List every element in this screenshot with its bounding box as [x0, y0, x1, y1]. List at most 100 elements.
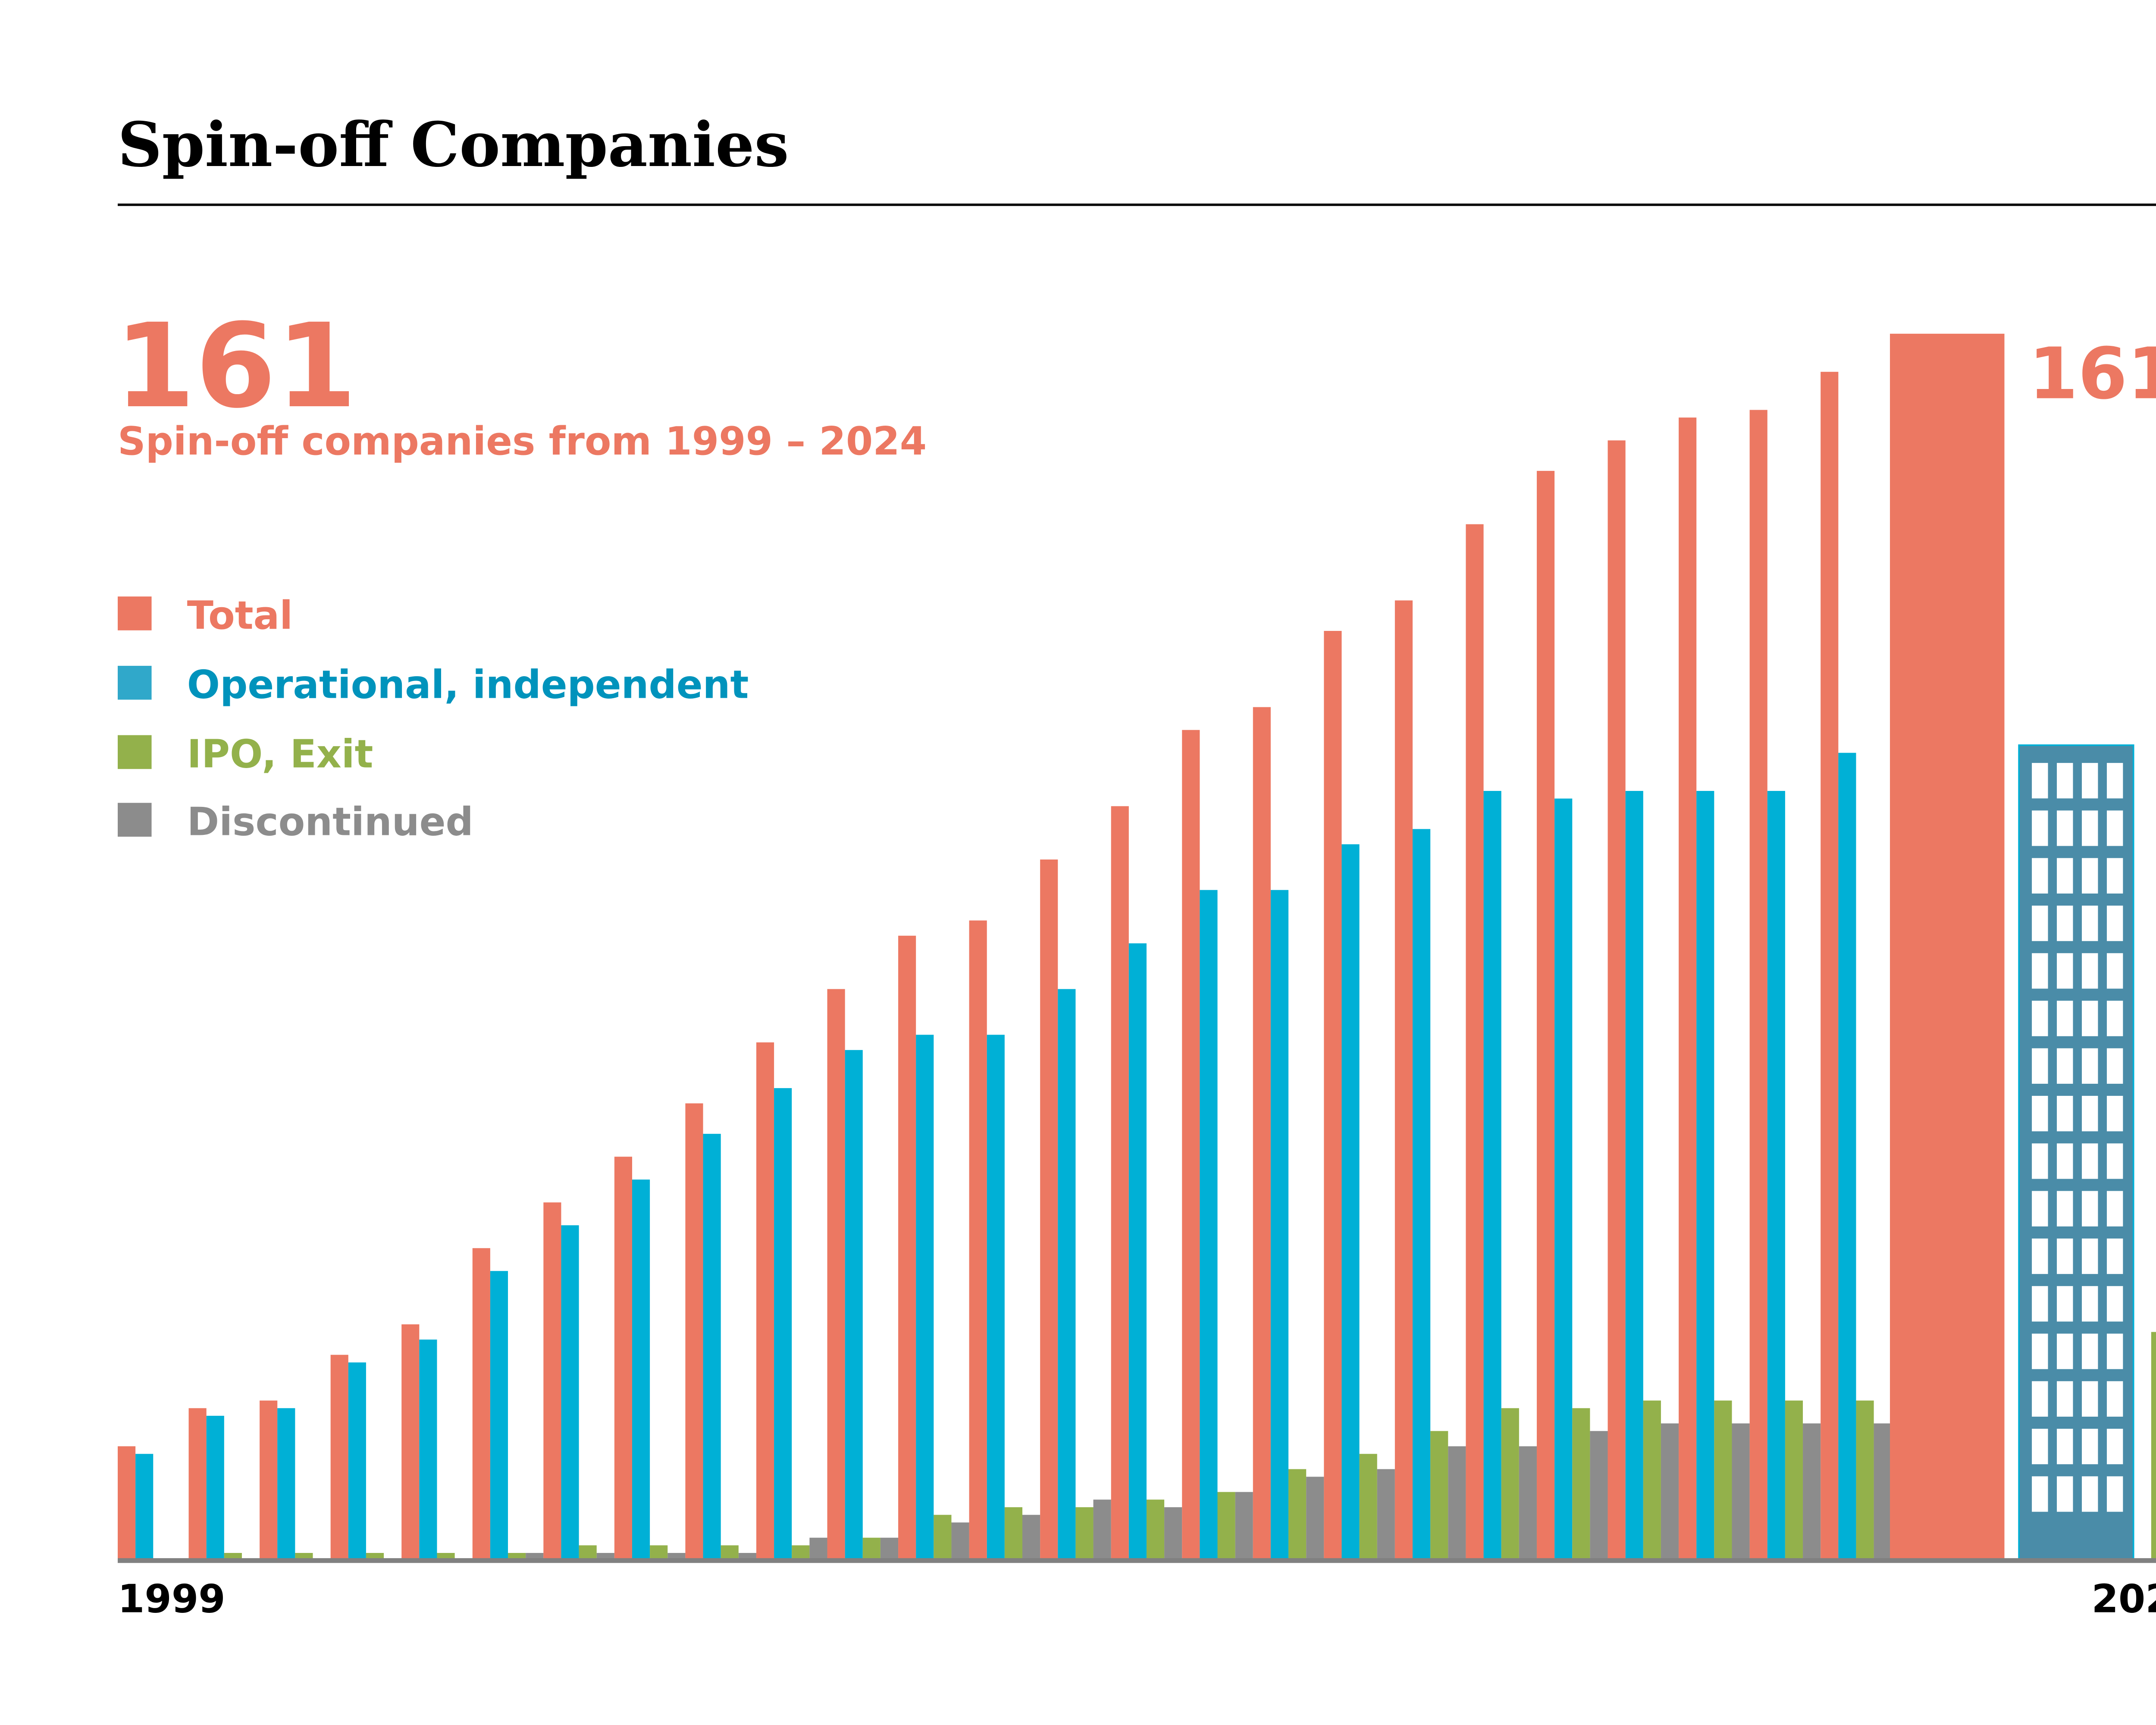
bar-total-2001	[260, 1400, 278, 1561]
building-window-icon	[2082, 810, 2098, 846]
building-window-icon	[2082, 905, 2098, 941]
legend-swatch-operational	[118, 665, 152, 700]
x-tick-label-start: 1999	[118, 1577, 226, 1622]
bar-total-2017	[1395, 600, 1413, 1561]
bar-ipo-2017	[1430, 1431, 1448, 1561]
bar-total-2016	[1324, 630, 1342, 1561]
building-window-icon	[2082, 1381, 2098, 1417]
building-window-icon	[2057, 1429, 2073, 1465]
bar-ipo-2015	[1288, 1469, 1307, 1561]
legend-swatch-ipo	[118, 735, 152, 769]
building-window-icon	[2082, 1333, 2098, 1369]
legend-swatch-discontinued	[118, 803, 152, 837]
bar-operational-2013	[1128, 943, 1147, 1561]
bar-total-2023	[1821, 372, 1839, 1561]
bar-discontinued-2009	[880, 1537, 899, 1561]
building-window-icon	[2032, 763, 2048, 799]
building-window-icon	[2057, 1333, 2073, 1369]
building-window-icon	[2106, 1286, 2123, 1322]
building-window-icon	[2082, 763, 2098, 799]
building-window-icon	[2106, 1429, 2123, 1465]
legend-swatch-total	[118, 596, 152, 630]
bar-operational-2008	[774, 1088, 792, 1561]
building-window-icon	[2032, 1191, 2048, 1226]
bar-total-2002	[330, 1355, 348, 1561]
bar-operational-2014	[1200, 890, 1218, 1561]
building-window-icon	[2106, 1096, 2123, 1132]
bar-discontinued-2021	[1732, 1423, 1750, 1561]
legend-label-operational: Operational, independent	[187, 663, 749, 708]
bar-operational-2016	[1341, 844, 1360, 1561]
bar-ipo-2010	[934, 1515, 952, 1561]
yearly-bars	[118, 372, 1892, 1561]
bar-operational-2021	[1696, 791, 1714, 1561]
building-window-icon	[2032, 1333, 2048, 1369]
bar-ipo-2020	[1643, 1400, 1661, 1561]
headline-subtitle: Spin-off companies from 1999 – 2024	[118, 419, 927, 464]
bar-ipo-2013	[1146, 1499, 1165, 1561]
chart-title: Spin-off Companies	[118, 109, 789, 181]
bar-ipo-2012	[1075, 1507, 1094, 1561]
bar-discontinued-2017	[1448, 1446, 1466, 1561]
bar-discontinued-2019	[1590, 1431, 1608, 1561]
building-window-icon	[2082, 1143, 2098, 1179]
building-window-icon	[2057, 1143, 2073, 1179]
building-window-icon	[2106, 763, 2123, 799]
building-window-icon	[2032, 1048, 2048, 1084]
bar-ipo-2009	[862, 1537, 881, 1561]
bar-discontinued-2014	[1235, 1492, 1253, 1561]
bar-operational-2001	[277, 1408, 295, 1561]
x-tick-label-end: 2024	[2091, 1577, 2156, 1622]
building-window-icon	[2106, 858, 2123, 894]
legend-label-discontinued: Discontinued	[187, 800, 473, 844]
bar-discontinued-2016	[1377, 1469, 1395, 1561]
bar-total-2010	[898, 935, 916, 1561]
building-window-icon	[2032, 905, 2048, 941]
bar-total-2011	[969, 920, 987, 1561]
bar-operational-2015	[1270, 890, 1289, 1561]
building-window-icon	[2032, 1143, 2048, 1179]
building-window-icon	[2082, 1096, 2098, 1132]
bar-operational-2000	[206, 1415, 224, 1561]
bar-discontinued-2011	[1022, 1515, 1040, 1561]
bar-operational-2019	[1554, 798, 1573, 1561]
bar-discontinued-2023	[1874, 1423, 1892, 1561]
bar-discontinued-2013	[1164, 1507, 1182, 1561]
building-window-icon	[2106, 1381, 2123, 1417]
bar-operational-2022	[1767, 791, 1785, 1561]
bar-operational-2005	[561, 1225, 579, 1561]
bar-ipo-2008	[792, 1545, 810, 1561]
legend-label-ipo: IPO, Exit	[187, 732, 373, 777]
building-window-icon	[2082, 1238, 2098, 1274]
bar-total-2013	[1111, 806, 1129, 1561]
bar-ipo-2022	[1785, 1400, 1803, 1561]
building-window-icon	[2057, 1191, 2073, 1226]
bar-total-2018	[1466, 524, 1484, 1561]
bar-operational-2010	[916, 1035, 934, 1561]
bar-ipo-2018	[1501, 1408, 1519, 1561]
building-window-icon	[2106, 1333, 2123, 1369]
building-window-icon	[2106, 1191, 2123, 1226]
bar-operational-2017	[1413, 829, 1431, 1561]
bar-total-2008	[756, 1042, 774, 1561]
bar-discontinued-2020	[1661, 1423, 1679, 1561]
legend-label-total: Total	[187, 593, 293, 638]
building-window-icon	[2082, 858, 2098, 894]
bar-total-2019	[1536, 470, 1555, 1561]
building-window-icon	[2106, 1238, 2123, 1274]
bar-total-2015	[1253, 707, 1271, 1561]
headline-value: 161	[115, 299, 357, 434]
building-window-icon	[2106, 810, 2123, 846]
bar-ipo-2007	[721, 1545, 739, 1561]
bar-ipo-2023	[1856, 1400, 1874, 1561]
bar-operational-2004	[490, 1271, 508, 1561]
bar-ipo-2005	[579, 1545, 597, 1561]
bar-total-2004	[472, 1248, 490, 1561]
building-window-icon	[2106, 1000, 2123, 1036]
bar-total-2009	[827, 989, 845, 1561]
bar-total-2000	[188, 1408, 207, 1561]
building-window-icon	[2032, 1286, 2048, 1322]
building-window-icon	[2032, 1096, 2048, 1132]
bar-discontinued-2008	[809, 1537, 827, 1561]
